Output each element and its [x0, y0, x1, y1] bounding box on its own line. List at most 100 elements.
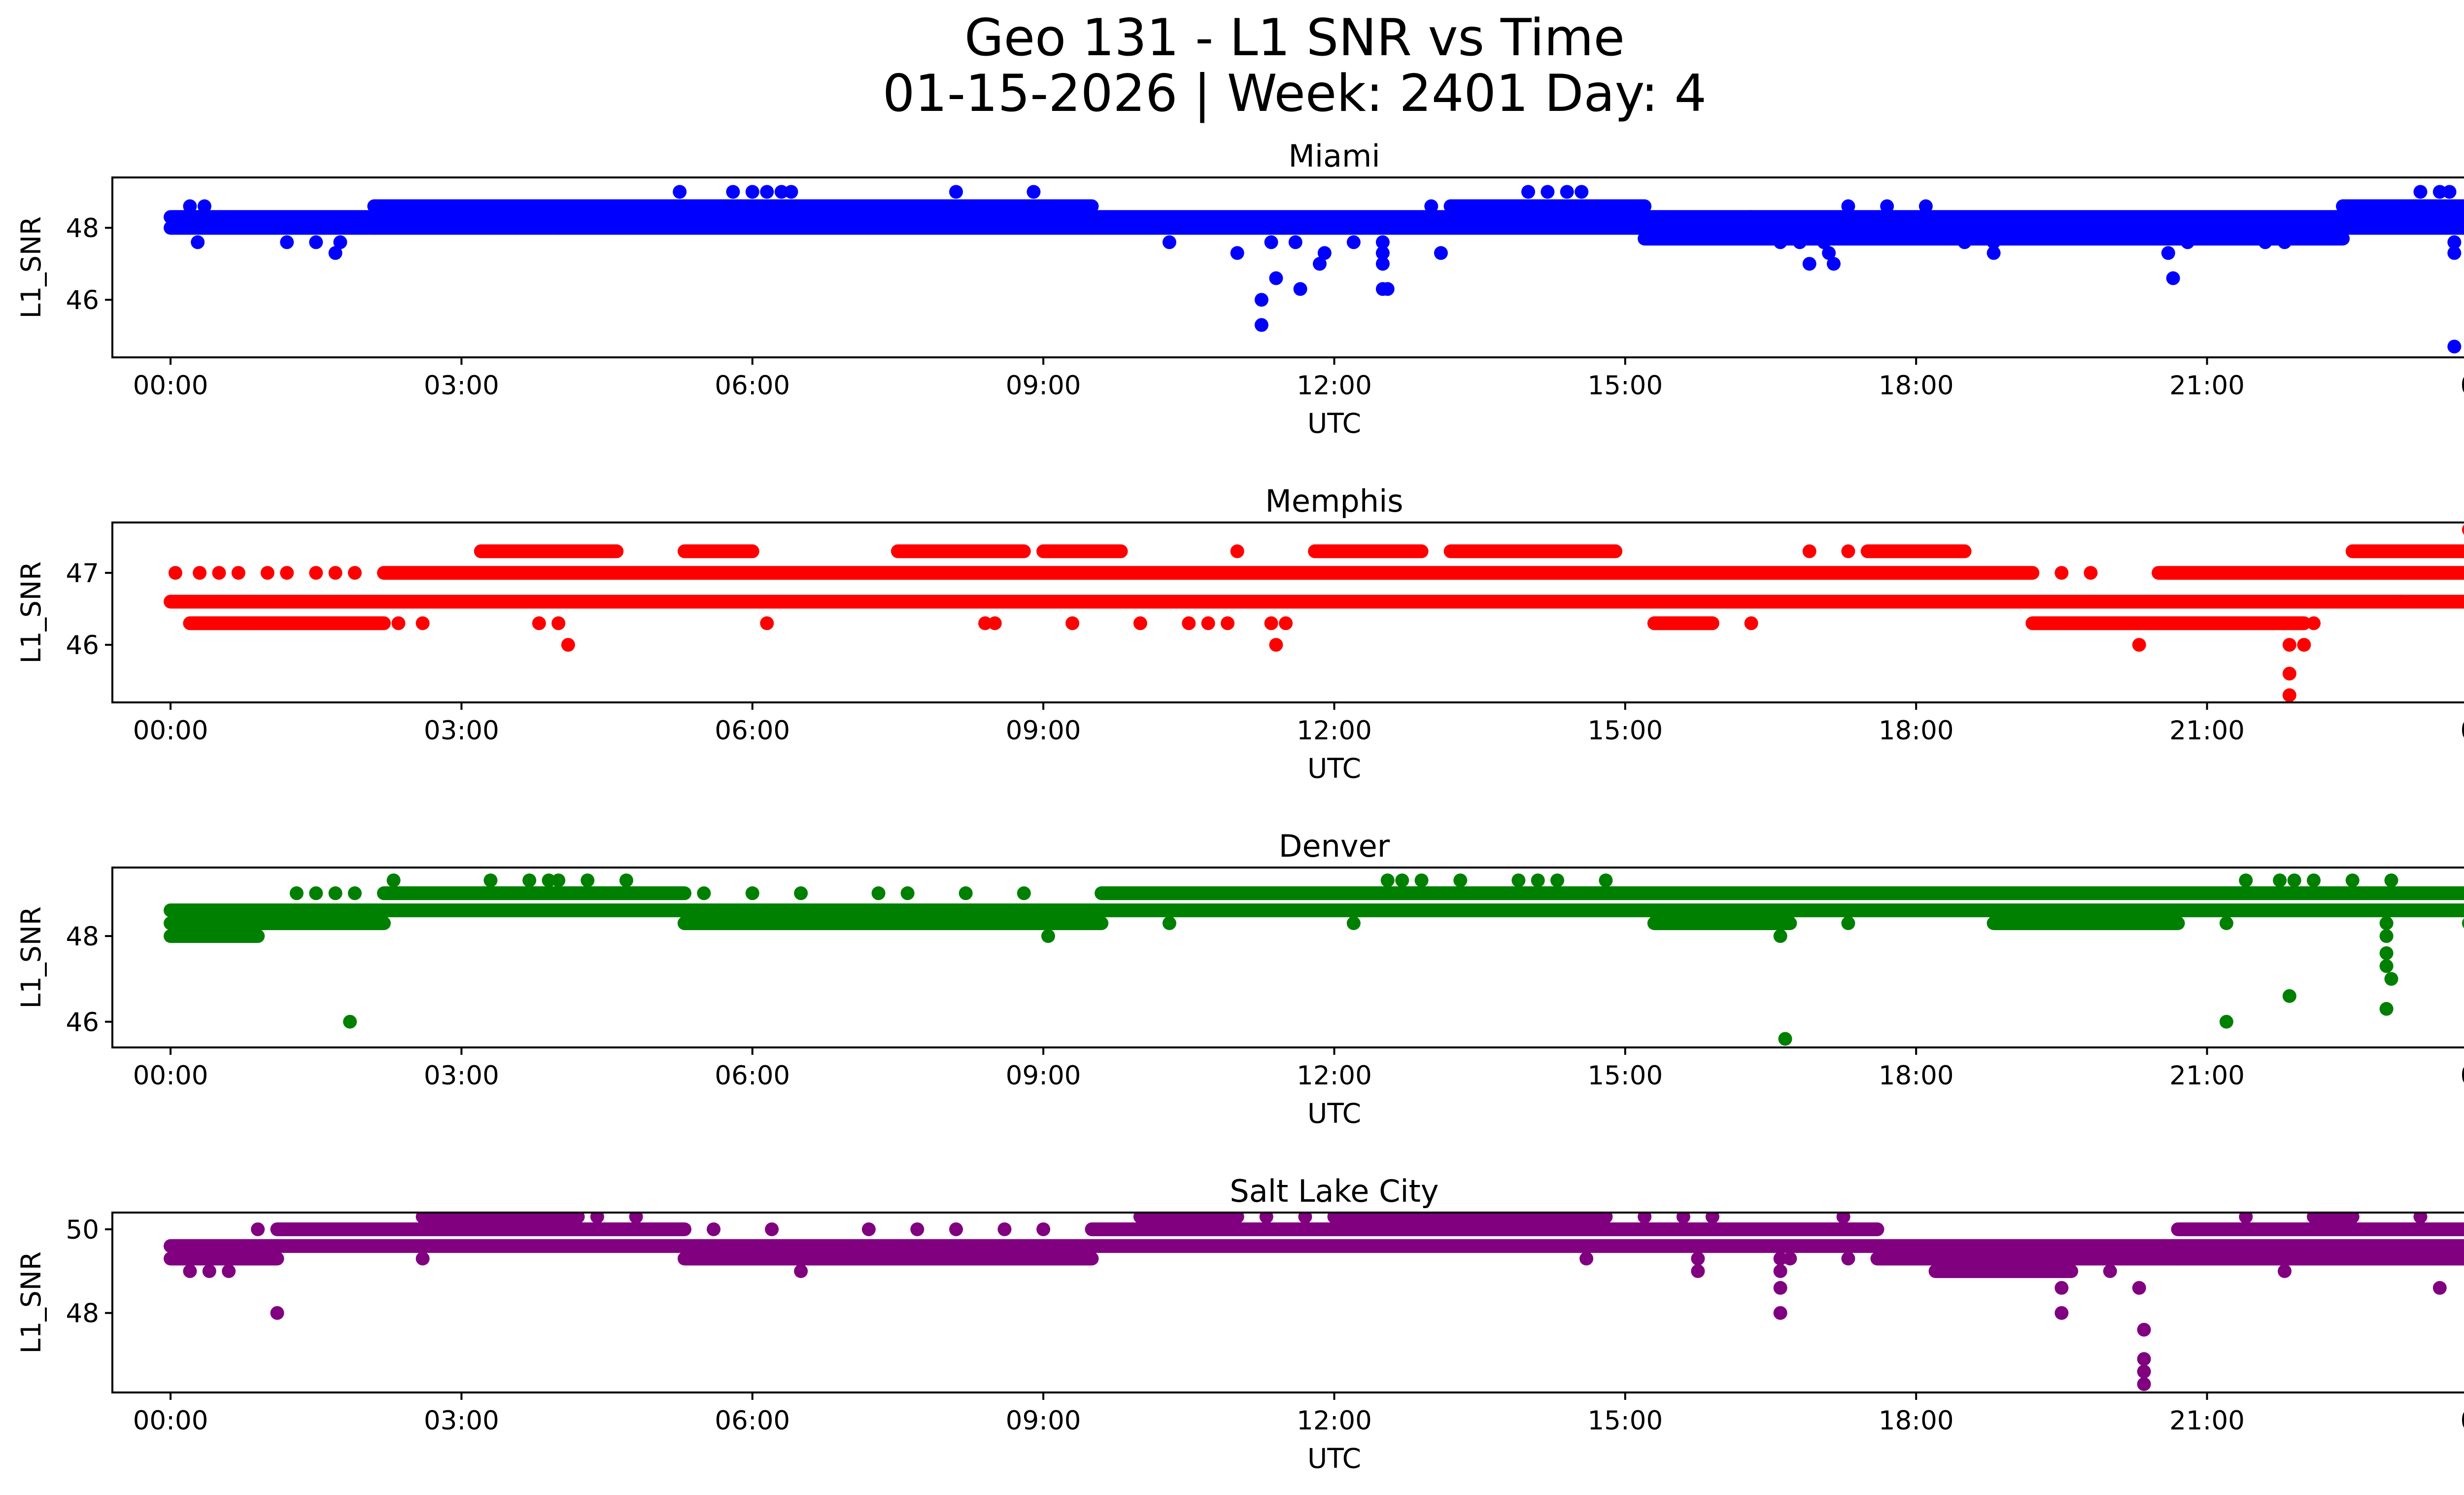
chart-salt-lake-city-point-29 — [1783, 1252, 1797, 1266]
chart-salt-lake-city-point-2 — [222, 1264, 236, 1278]
chart-salt-lake-city-point-36 — [2137, 1352, 2151, 1366]
chart-denver-point-15 — [871, 886, 886, 901]
chart-denver-point-31 — [1773, 929, 1787, 943]
chart-memphis-xtick-label-5: 15:00 — [1587, 716, 1663, 746]
chart-denver-point-21 — [1162, 916, 1176, 930]
chart-memphis-point-36 — [2282, 666, 2296, 681]
chart-denver-point-34 — [1841, 916, 1855, 930]
chart-miami-point-8 — [508, 221, 522, 235]
chart-memphis-point-25 — [1230, 544, 1244, 558]
chart-salt-lake-city-xlabel: UTC — [1307, 1443, 1361, 1474]
chart-miami-xtick-label-8: 00:00 — [2461, 371, 2464, 401]
chart-salt-lake-city-point-23 — [1691, 1264, 1705, 1278]
chart-salt-lake-city-xtick-label-7: 21:00 — [2169, 1406, 2245, 1436]
chart-miami-point-20 — [1162, 235, 1176, 249]
chart-memphis-title: Memphis — [1265, 483, 1403, 519]
chart-salt-lake-city-point-32 — [2054, 1306, 2069, 1320]
chart-denver-point-14 — [794, 886, 808, 901]
chart-denver-point-47 — [2379, 959, 2394, 973]
chart-memphis-point-23 — [1279, 616, 1293, 630]
chart-miami-point-5 — [328, 246, 342, 260]
chart-memphis-series — [164, 524, 2464, 702]
chart-miami-point-15 — [774, 185, 788, 199]
chart-salt-lake-city-point-28 — [1773, 1306, 1787, 1320]
chart-memphis-point-4 — [260, 566, 274, 580]
chart-denver-point-5 — [386, 873, 401, 888]
chart-memphis-point-8 — [347, 566, 362, 580]
chart-miami-point-40 — [1540, 185, 1555, 199]
chart-miami-point-65 — [2447, 235, 2462, 249]
chart-denver-point-0 — [289, 886, 304, 901]
chart-miami-point-25 — [1264, 235, 1278, 249]
subplots: Miami 00:00 03:00 06:00 09:00 12:00 15:00 18:00… — [15, 138, 2464, 1474]
chart-salt-lake-city-point-9 — [707, 1222, 721, 1236]
chart-denver-point-19 — [1041, 929, 1055, 943]
chart-miami-ylabel: L1_SNR — [15, 216, 47, 318]
chart-salt-lake-city-point-24 — [1691, 1252, 1705, 1266]
chart-salt-lake-city-point-7 — [629, 1213, 643, 1224]
chart-memphis-xtick-label-2: 06:00 — [715, 716, 790, 746]
chart-miami-point-23 — [1254, 318, 1268, 332]
chart-salt-lake-city: Salt Lake City 00:00 03:00 06:00 09:00 12:00 1… — [15, 1173, 2464, 1474]
chart-denver-point-22 — [1346, 916, 1361, 930]
chart-miami-point-60 — [2278, 235, 2292, 249]
chart-salt-lake-city-point-42 — [2413, 1213, 2428, 1224]
chart-miami-point-47 — [1817, 235, 1831, 249]
chart-memphis-point-22 — [1264, 616, 1278, 630]
chart-salt-lake-city-xtick-label-0: 00:00 — [133, 1406, 208, 1436]
chart-memphis-point-14 — [760, 616, 774, 630]
chart-denver-point-2 — [328, 886, 342, 901]
chart-salt-lake-city-point-44 — [2432, 1281, 2447, 1295]
chart-salt-lake-city-ylabel: L1_SNR — [15, 1252, 47, 1354]
chart-denver-ytick-label-1: 48 — [66, 922, 99, 952]
chart-salt-lake-city-point-16 — [1259, 1213, 1273, 1224]
chart-salt-lake-city-point-31 — [2054, 1281, 2069, 1295]
chart-miami-point-49 — [1826, 257, 1841, 271]
chart-miami-point-19 — [1027, 185, 1041, 199]
chart-denver-point-20 — [678, 916, 692, 930]
chart-salt-lake-city-point-22 — [1579, 1252, 1594, 1266]
chart-denver-point-26 — [1453, 873, 1468, 888]
chart-miami-point-22 — [1254, 293, 1268, 307]
chart-memphis-xlabel: UTC — [1307, 753, 1361, 784]
chart-denver-point-25 — [1414, 873, 1429, 888]
chart-denver-point-30 — [1599, 873, 1613, 888]
chart-salt-lake-city-ytick-label-0: 48 — [66, 1299, 99, 1329]
chart-denver-point-37 — [2239, 873, 2253, 888]
chart-salt-lake-city-point-10 — [765, 1222, 779, 1236]
chart-denver-point-38 — [2273, 873, 2287, 888]
chart-denver-ylabel: L1_SNR — [15, 906, 47, 1008]
chart-miami-point-37 — [1424, 199, 1438, 213]
chart-salt-lake-city-point-13 — [949, 1222, 963, 1236]
chart-salt-lake-city-point-39 — [2239, 1213, 2253, 1224]
chart-salt-lake-city-point-11 — [861, 1222, 876, 1236]
chart-miami-point-26 — [1288, 235, 1302, 249]
chart-denver-point-41 — [2282, 989, 2296, 1003]
chart-miami-point-42 — [1574, 185, 1589, 199]
chart-denver-point-13 — [745, 886, 759, 901]
chart-miami-xtick-label-5: 15:00 — [1587, 371, 1663, 401]
chart-miami-point-67 — [2447, 340, 2462, 354]
chart-miami-ytick-label-1: 48 — [66, 213, 99, 243]
chart-denver-xtick-label-7: 21:00 — [2169, 1061, 2245, 1091]
chart-miami-point-51 — [1880, 199, 1894, 213]
chart-salt-lake-city-point-3 — [251, 1222, 265, 1236]
chart-denver-point-36 — [2219, 916, 2233, 930]
chart-salt-lake-city-point-17 — [1298, 1213, 1312, 1224]
chart-salt-lake-city-point-8 — [794, 1264, 808, 1278]
chart-memphis-point-12 — [551, 616, 566, 630]
chart-denver-point-49 — [2379, 1002, 2394, 1016]
chart-salt-lake-city-point-37 — [2137, 1364, 2151, 1379]
chart-salt-lake-city-point-27 — [1773, 1281, 1787, 1295]
chart-salt-lake-city-point-20 — [1705, 1213, 1719, 1224]
chart-denver-point-33 — [1778, 1032, 1792, 1046]
figure-title-line-1: Geo 131 - L1 SNR vs Time — [964, 8, 1625, 68]
chart-memphis-point-10 — [415, 616, 430, 630]
chart-miami-xtick-label-6: 18:00 — [1879, 371, 1954, 401]
chart-memphis-point-11 — [532, 616, 546, 630]
chart-memphis-point-30 — [2084, 566, 2098, 580]
chart-miami-xtick-label-7: 21:00 — [2169, 371, 2245, 401]
chart-salt-lake-city-xtick-label-6: 18:00 — [1879, 1406, 1954, 1436]
chart-salt-lake-city-point-25 — [1773, 1252, 1787, 1266]
